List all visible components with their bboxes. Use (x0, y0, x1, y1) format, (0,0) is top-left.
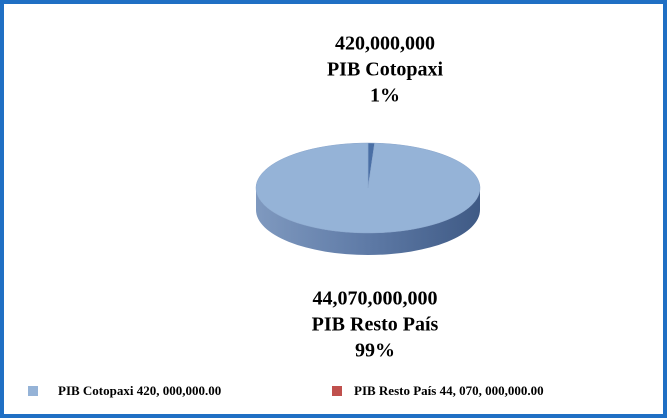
value-label: 420,000,000 (335, 33, 435, 55)
percent-label: 99% (355, 340, 395, 362)
category-label: PIB Cotopaxi (327, 59, 444, 81)
legend-marker (28, 386, 38, 396)
percent-label: 1% (370, 85, 400, 107)
pie-slice (255, 142, 481, 234)
category-label: PIB Resto País (312, 314, 439, 336)
legend-label: PIB Resto País 44, 070, 000,000.00 (354, 383, 544, 398)
pie-side (256, 188, 480, 255)
legend-label: PIB Cotopaxi 420, 000,000.00 (58, 383, 221, 398)
legend-marker (332, 386, 342, 396)
value-label: 44,070,000,000 (313, 288, 438, 310)
